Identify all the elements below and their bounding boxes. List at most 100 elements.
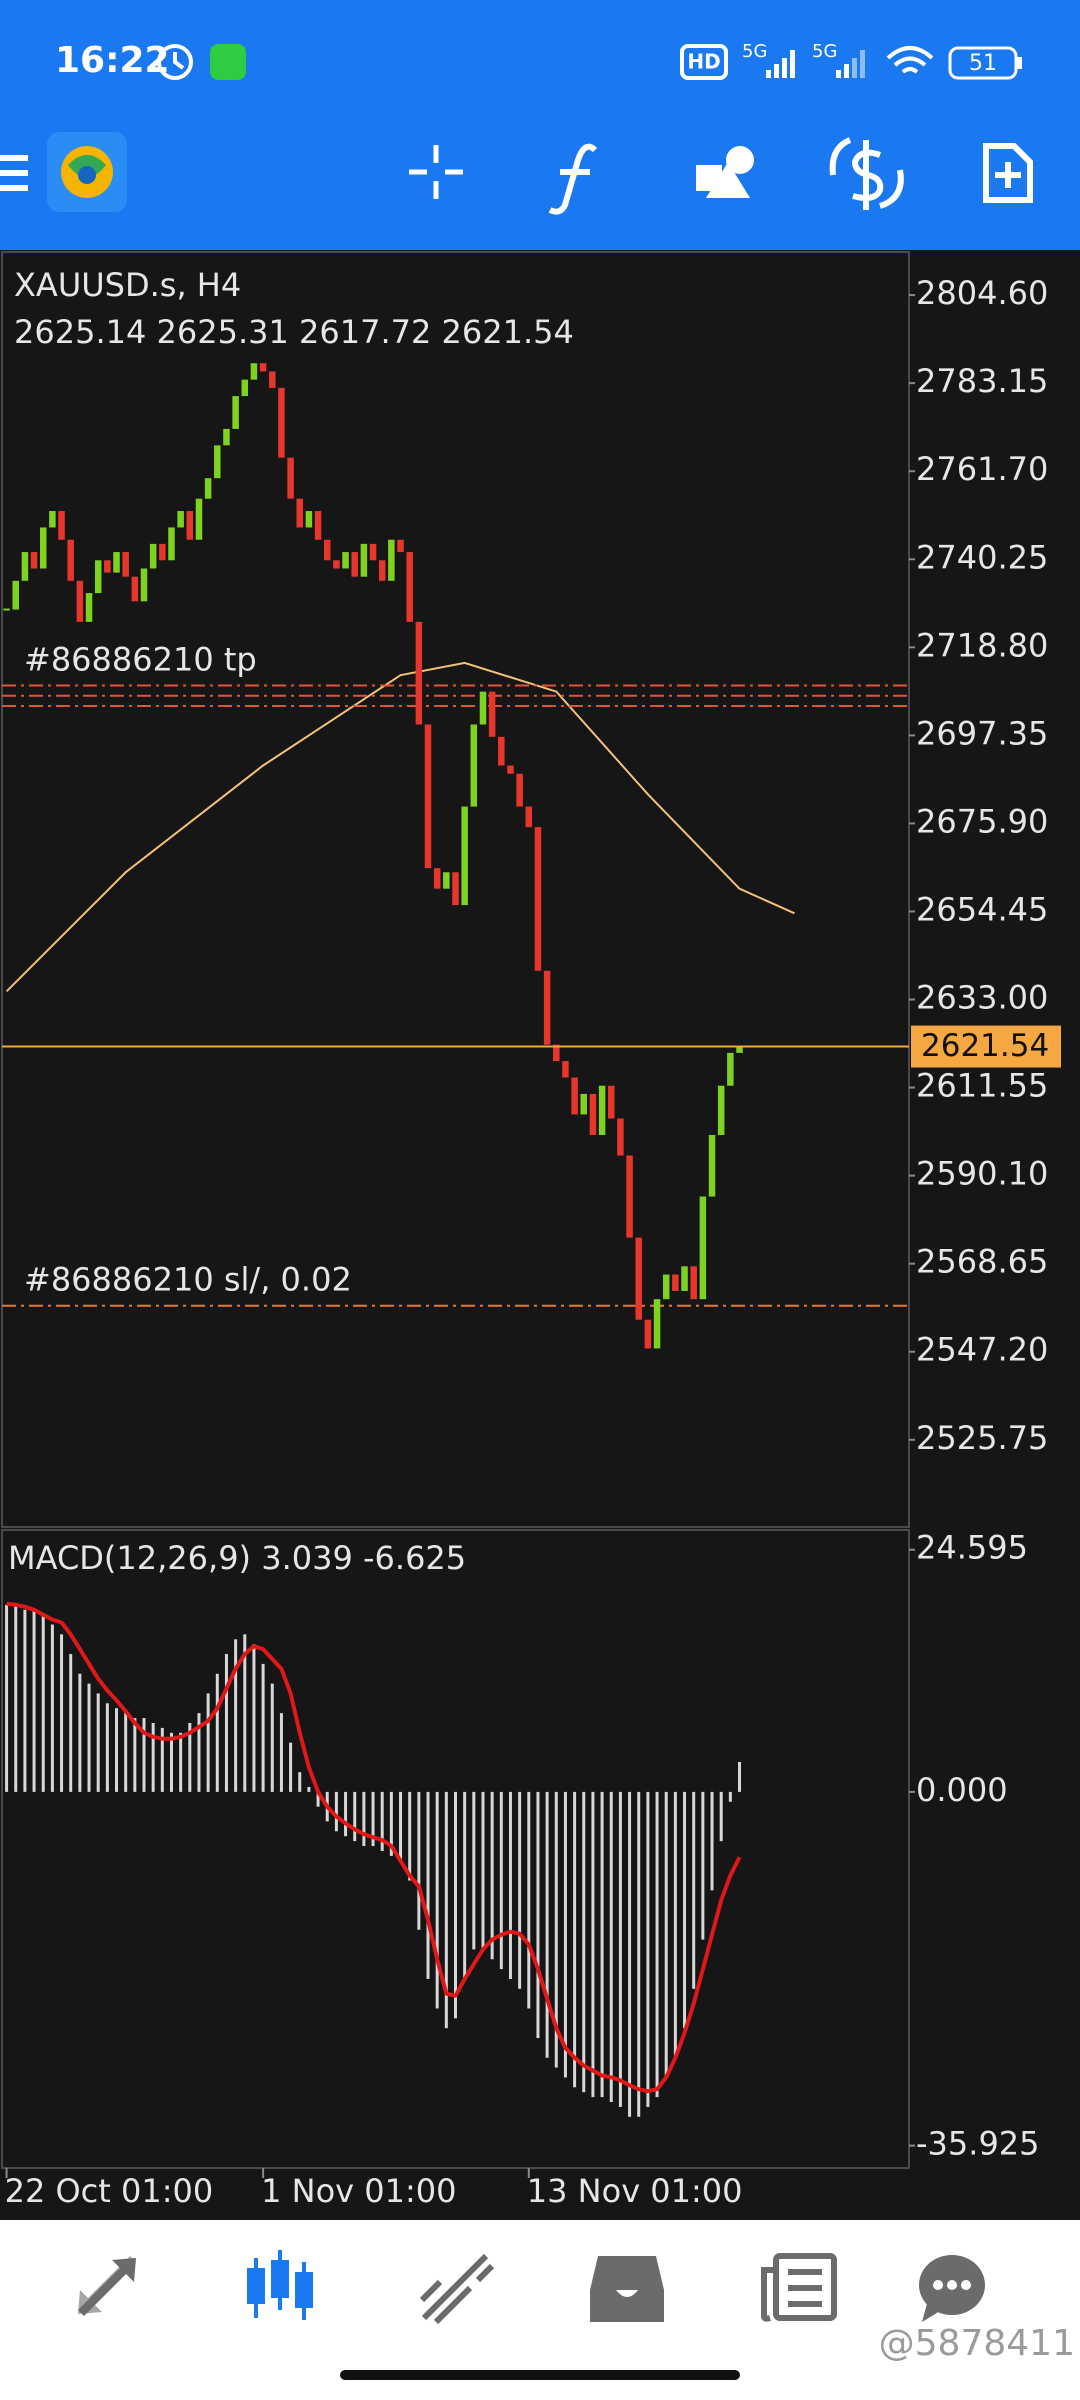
- macd-bar: [710, 1791, 714, 1891]
- macd-bar: [224, 1654, 228, 1792]
- candle: [681, 1266, 688, 1291]
- trade-button[interactable]: [829, 137, 904, 210]
- macd-bar: [362, 1791, 366, 1847]
- macd-bar: [609, 1791, 613, 2103]
- nav-quotes[interactable]: [78, 2256, 136, 2316]
- candle: [214, 445, 221, 479]
- macd-bar: [344, 1791, 348, 1837]
- new-order-button[interactable]: [983, 143, 1033, 203]
- candle: [397, 539, 404, 553]
- chart-background: [0, 250, 1080, 2220]
- macd-panel: [5, 1601, 742, 2117]
- macd-bar: [69, 1654, 73, 1792]
- macd-bar: [628, 1791, 632, 2117]
- macd-bar: [600, 1791, 604, 2098]
- macd-bar: [435, 1791, 439, 2009]
- candle: [204, 478, 212, 499]
- candle: [351, 552, 358, 577]
- candle: [690, 1266, 697, 1300]
- macd-bar: [307, 1786, 311, 1792]
- macd-bar: [518, 1791, 522, 1989]
- menu-button[interactable]: [0, 155, 28, 191]
- macd-bar: [371, 1791, 375, 1847]
- moving-average: [5, 661, 795, 993]
- candle: [443, 872, 450, 889]
- signal-line: [6, 1601, 742, 2094]
- macd-bar: [573, 1791, 577, 2088]
- candle: [553, 1044, 560, 1062]
- macd-bar: [151, 1722, 155, 1792]
- y-tick-label: 2611.55: [916, 1067, 1048, 1105]
- nav-history[interactable]: [590, 2256, 664, 2322]
- macd-bar: [50, 1624, 54, 1792]
- candle: [736, 1046, 743, 1053]
- macd-bar: [536, 1791, 540, 2039]
- macd-bar: [444, 1791, 448, 2029]
- candle: [21, 552, 29, 581]
- macd-bar: [389, 1791, 393, 1856]
- macd-bar: [87, 1683, 91, 1792]
- x-tick-label: 13 Nov 01:00: [527, 2172, 743, 2210]
- objects-button[interactable]: [696, 146, 754, 198]
- macd-bar: [23, 1609, 27, 1792]
- candle: [12, 580, 19, 610]
- app-logo[interactable]: [47, 132, 127, 212]
- y-tick-label: 2590.10: [916, 1155, 1048, 1193]
- nav-messages[interactable]: [919, 2255, 985, 2322]
- macd-bar: [78, 1673, 82, 1792]
- macd-bar: [426, 1791, 430, 1979]
- crosshair-button[interactable]: [409, 145, 463, 199]
- macd-bar: [243, 1634, 247, 1792]
- macd-bar: [692, 1791, 696, 1989]
- status-icons: [157, 44, 728, 80]
- macd-bar: [32, 1609, 36, 1792]
- nav-news[interactable]: [761, 2253, 837, 2322]
- order-label: #86886210 tp: [24, 640, 257, 678]
- status-hd: HD: [687, 50, 720, 74]
- candle: [406, 552, 413, 622]
- candle: [635, 1237, 642, 1320]
- macd-bar: [5, 1604, 9, 1792]
- candle: [342, 552, 349, 569]
- candle: [507, 765, 514, 774]
- candle: [314, 511, 322, 540]
- candle: [94, 560, 102, 594]
- candle: [580, 1093, 588, 1115]
- candle: [461, 806, 468, 906]
- macd-bar: [655, 1791, 659, 2098]
- candle: [498, 736, 505, 766]
- candle: [333, 560, 340, 569]
- macd-bar: [481, 1791, 485, 1950]
- macd-bar: [738, 1761, 742, 1792]
- candle: [177, 511, 184, 528]
- macd-bar: [261, 1663, 265, 1792]
- macd-bar: [417, 1791, 421, 1930]
- candle: [543, 970, 551, 1045]
- macd-bar: [454, 1791, 457, 2019]
- macd-bar: [96, 1693, 100, 1792]
- y-tick-label: 2654.45: [916, 890, 1048, 928]
- candle: [76, 580, 84, 622]
- macd-panel-frame: [1, 1529, 910, 2169]
- macd-bar: [334, 1791, 338, 1832]
- x-tick-label: 22 Oct 01:00: [5, 2172, 214, 2210]
- y-tick-label: 2547.20: [916, 1331, 1048, 1369]
- indicators-button[interactable]: [548, 143, 598, 215]
- macd-bar: [353, 1791, 357, 1842]
- order-label: #86886210 sl/, 0.02: [24, 1261, 352, 1299]
- candle: [598, 1085, 606, 1135]
- price-panel-frame: [1, 251, 910, 1528]
- nav-trade[interactable]: [419, 2253, 495, 2325]
- candle: [186, 511, 194, 540]
- y-tick-label: 2525.75: [916, 1419, 1048, 1457]
- nav-chart[interactable]: [247, 2250, 313, 2320]
- candle: [278, 387, 285, 458]
- macd-bar: [160, 1727, 164, 1792]
- macd-bar: [188, 1722, 192, 1792]
- candle: [30, 552, 38, 569]
- wifi-icon: [886, 46, 934, 74]
- candle: [708, 1134, 716, 1197]
- macd-bar: [591, 1791, 595, 2098]
- macd-bar: [701, 1791, 705, 1940]
